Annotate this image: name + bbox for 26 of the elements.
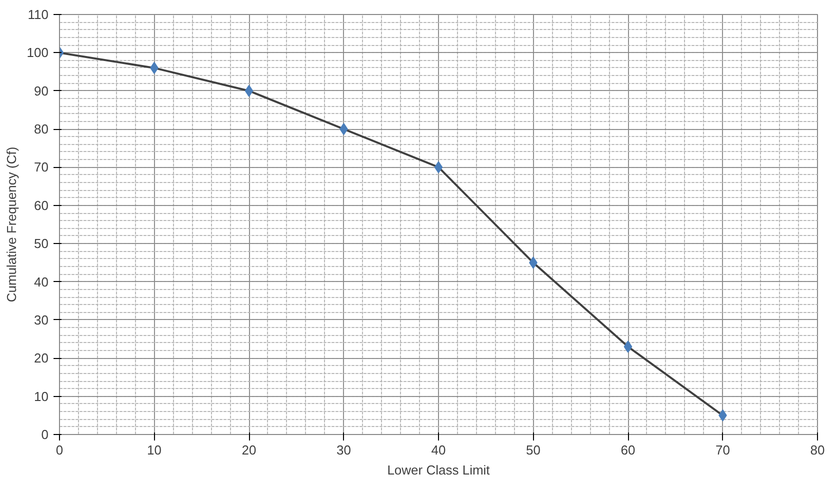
x-tick-label: 0 (56, 442, 64, 458)
x-axis-title: Lower Class Limit (387, 462, 490, 478)
point (624, 340, 632, 353)
y-tick-label: 110 (28, 7, 49, 22)
y-axis-title: Cumulative Frequency (Cf) (4, 146, 19, 302)
x-tick-label: 10 (147, 442, 162, 458)
y-tick-label: 0 (41, 427, 49, 442)
x-tick-label: 70 (716, 442, 730, 458)
point (244, 84, 254, 97)
y-tick-label: 100 (26, 45, 49, 60)
y-tick-label: 40 (34, 274, 49, 290)
y-tick-label: 70 (34, 160, 49, 175)
y-tick-label: 80 (34, 122, 49, 137)
x-tick-label: 40 (431, 442, 446, 458)
x-tick-label: 30 (336, 442, 351, 458)
y-tick-label: 90 (34, 83, 49, 98)
x-tick-label: 50 (526, 442, 540, 458)
x-tick-label: 20 (242, 442, 256, 458)
y-tick-label: 10 (34, 388, 49, 404)
point (434, 161, 443, 174)
y-tick-label: 60 (34, 198, 49, 213)
y-tick-label: 50 (34, 236, 49, 252)
x-tick-label: 80 (810, 442, 825, 458)
x-tick-label: 60 (620, 442, 636, 458)
y-tick-label: 30 (34, 312, 49, 328)
y-tick-label: 20 (34, 350, 49, 366)
